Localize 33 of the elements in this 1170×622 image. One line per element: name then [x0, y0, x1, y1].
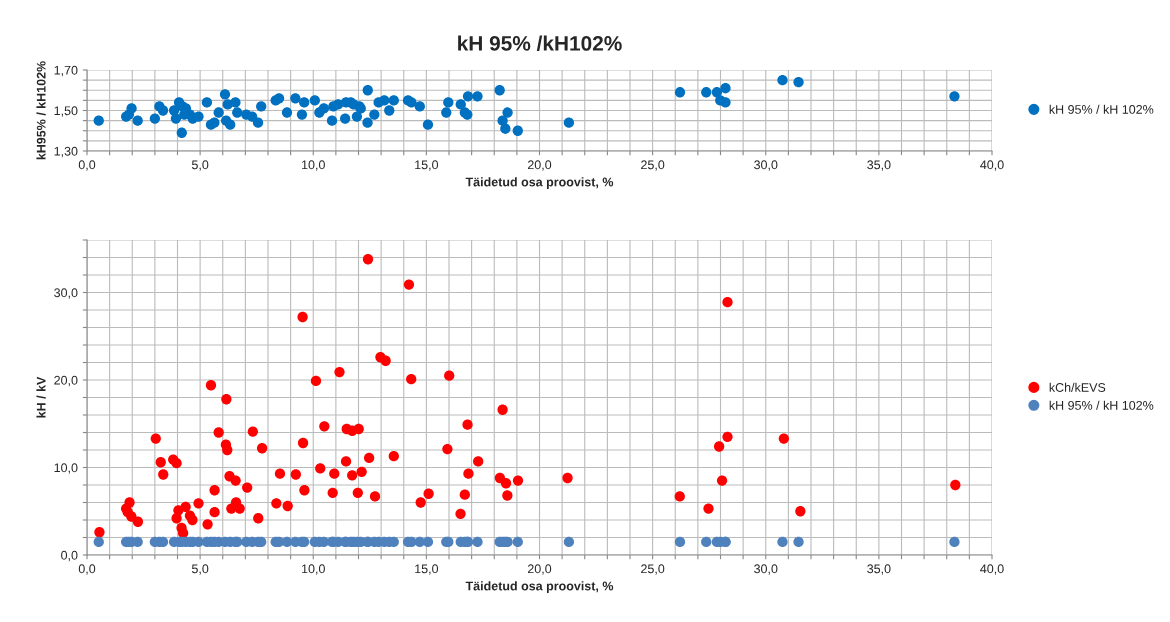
x-tick-label: 10,0	[302, 160, 325, 171]
x-tick-label: 40,0	[980, 160, 1004, 171]
x-tick-label: 25,0	[641, 564, 665, 575]
y-tick-label: 1,70	[54, 65, 78, 77]
legend-label: kH 95% / kH 102%	[1049, 104, 1154, 114]
x-tick-label: 35,0	[867, 160, 891, 171]
x-tick-label: 10,0	[302, 564, 325, 575]
y-tick-label: 20,0	[54, 375, 78, 387]
x-tick-label: 30,0	[754, 564, 778, 575]
x-tick-label: 20,0	[527, 160, 552, 171]
x-tick-label: 20,0	[527, 564, 552, 575]
chart-title: kH 95% /kH102%	[458, 35, 622, 51]
legend-label: kH 95% / kH 102%	[1049, 400, 1154, 410]
x-axis-title: Täidetud osa proovist, %	[465, 581, 614, 593]
y-tick-label: 0,0	[61, 550, 78, 562]
y-tick-label: 30,0	[54, 288, 78, 299]
x-tick-label: 25,0	[641, 160, 665, 171]
x-tick-label: 0,0	[78, 160, 96, 171]
x-tick-label: 0,0	[78, 564, 96, 575]
x-axis-title: Täidetud osa proovist, %	[465, 177, 614, 189]
x-tick-label: 5,0	[191, 564, 209, 575]
x-tick-label: 30,0	[754, 160, 778, 171]
y-tick-label: 10,0	[54, 463, 78, 474]
legend-label: kCh/kEVS	[1049, 382, 1106, 392]
y-axis-title: kH / kV	[36, 376, 46, 418]
x-tick-label: 40,0	[980, 564, 1004, 575]
x-tick-label: 15,0	[415, 160, 439, 171]
y-axis-title: kH95% / kH102%	[36, 61, 46, 160]
x-tick-label: 5,0	[191, 160, 209, 171]
y-tick-label: 1,30	[54, 146, 78, 158]
x-tick-label: 35,0	[867, 564, 891, 575]
x-tick-label: 15,0	[415, 564, 439, 575]
y-tick-label: 1,50	[54, 106, 78, 117]
